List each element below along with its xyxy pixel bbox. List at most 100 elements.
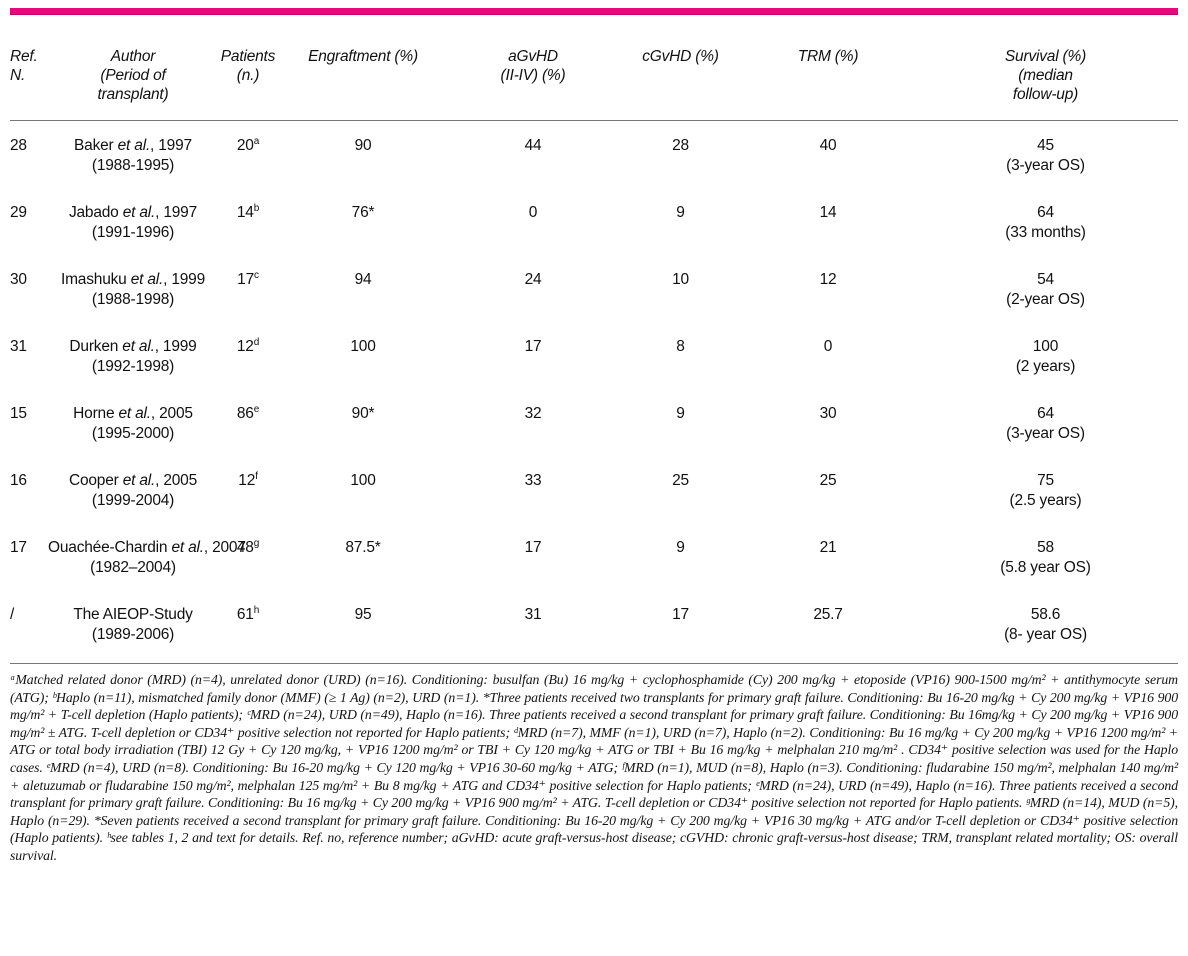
cgvhd-cell: 8 <box>676 338 685 355</box>
transplant-period: (1982–2004) <box>90 559 176 576</box>
author-name: The AIEOP-Study <box>73 606 193 623</box>
engraftment-cell: 90* <box>351 405 375 422</box>
footnote-marker: a <box>253 135 260 147</box>
transplant-period: (1992-1998) <box>91 358 175 375</box>
trm-cell: 0 <box>823 338 833 355</box>
trm-cell: 30 <box>819 405 837 422</box>
agvhd-cell: 44 <box>524 137 542 154</box>
engraftment-cell: 90 <box>354 137 372 154</box>
survival-cell: 64 (33 months) <box>913 188 1178 255</box>
followup: (5.8 year OS) <box>1000 559 1091 576</box>
footnote-marker: g <box>253 537 260 549</box>
header-agvhd: aGvHD (II-IV) (%) <box>448 39 618 121</box>
agvhd-cell: 17 <box>524 539 542 556</box>
footnote-marker: c <box>254 269 259 281</box>
table-row: 17 Ouachée-Chardin et al., 2007 (1982–20… <box>10 523 1178 590</box>
cgvhd-cell: 9 <box>676 539 685 556</box>
table-row: 15 Horne et al., 2005 (1995-2000) 86e 90… <box>10 389 1178 456</box>
footnote-marker: b <box>253 202 260 214</box>
cgvhd-cell: 17 <box>672 606 689 623</box>
author-name: Ouachée-Chardin et al., 2007 <box>48 539 246 556</box>
followup: (2-year OS) <box>1006 291 1085 308</box>
patients-cell: 12d <box>236 336 260 355</box>
cgvhd-cell: 28 <box>672 137 689 154</box>
survival-cell: 58 (5.8 year OS) <box>913 523 1178 590</box>
trm-cell: 25 <box>819 472 837 489</box>
header-row: Ref. N. Author (Period of transplant) Pa… <box>10 39 1178 121</box>
author-name: Jabado et al., 1997 <box>68 204 198 221</box>
patients-cell: 17c <box>237 269 259 288</box>
followup: (3-year OS) <box>1006 157 1085 174</box>
agvhd-cell: 0 <box>528 204 538 221</box>
trm-cell: 21 <box>819 539 837 556</box>
header-cgvhd: cGvHD (%) <box>618 39 743 121</box>
table-row: 29 Jabado et al., 1997 (1991-1996) 14b 7… <box>10 188 1178 255</box>
transplant-period: (1995-2000) <box>91 425 175 442</box>
agvhd-cell: 24 <box>524 271 542 288</box>
agvhd-cell: 17 <box>524 338 542 355</box>
header-author: Author (Period of transplant) <box>48 39 218 121</box>
header-engraftment: Engraftment (%) <box>278 39 448 121</box>
survival-cell: 75 (2.5 years) <box>913 456 1178 523</box>
author-name: Cooper et al., 2005 <box>68 472 198 489</box>
ref-number: 17 <box>10 539 27 556</box>
trm-cell: 12 <box>819 271 837 288</box>
ref-number: 28 <box>10 137 27 154</box>
patients-cell: 14b <box>236 202 260 221</box>
transplant-period: (1991-1996) <box>91 224 175 241</box>
footnote-marker: h <box>253 604 260 616</box>
author-cell: Jabado et al., 1997 (1991-1996) <box>48 188 218 255</box>
table-row: 28 Baker et al., 1997 (1988-1995) 20a 90… <box>10 121 1178 189</box>
accent-bar <box>10 8 1178 15</box>
author-name: Horne et al., 2005 <box>73 405 193 422</box>
engraftment-cell: 100 <box>350 472 376 489</box>
cgvhd-cell: 25 <box>672 472 689 489</box>
engraftment-cell: 87.5* <box>345 539 381 556</box>
trm-cell: 14 <box>819 204 837 221</box>
footnote-marker: d <box>253 336 260 348</box>
transplant-period: (1989-2006) <box>91 626 175 643</box>
table-footnote: ᵃMatched related donor (MRD) (n=4), unre… <box>10 672 1178 863</box>
followup: (3-year OS) <box>1006 425 1085 442</box>
trm-cell: 40 <box>819 137 837 154</box>
author-cell: Baker et al., 1997 (1988-1995) <box>48 121 218 189</box>
author-cell: The AIEOP-Study (1989-2006) <box>48 590 218 664</box>
survival-cell: 54 (2-year OS) <box>913 255 1178 322</box>
table-row: 30 Imashuku et al., 1999 (1988-1998) 17c… <box>10 255 1178 322</box>
survival-cell: 64 (3-year OS) <box>913 389 1178 456</box>
header-trm: TRM (%) <box>743 39 913 121</box>
patients-cell: 61h <box>236 604 260 623</box>
table-row: 31 Durken et al., 1999 (1992-1998) 12d 1… <box>10 322 1178 389</box>
ref-number: 30 <box>10 271 27 288</box>
engraftment-cell: 76* <box>351 204 375 221</box>
footnote-marker: f <box>255 470 258 482</box>
table-row: 16 Cooper et al., 2005 (1999-2004) 12f 1… <box>10 456 1178 523</box>
table-row: / The AIEOP-Study (1989-2006) 61h 95 31 … <box>10 590 1178 664</box>
author-cell: Imashuku et al., 1999 (1988-1998) <box>48 255 218 322</box>
author-name: Imashuku et al., 1999 <box>60 271 206 288</box>
author-name: Durken et al., 1999 <box>69 338 197 355</box>
author-cell: Horne et al., 2005 (1995-2000) <box>48 389 218 456</box>
agvhd-cell: 33 <box>524 472 542 489</box>
cgvhd-cell: 9 <box>676 405 685 422</box>
survival-cell: 45 (3-year OS) <box>913 121 1178 189</box>
ref-number: 15 <box>10 405 27 422</box>
followup: (33 months) <box>1005 224 1086 241</box>
patients-cell: 20a <box>236 135 260 154</box>
ref-number: / <box>10 606 15 623</box>
author-name: Baker et al., 1997 <box>74 137 192 154</box>
header-survival: Survival (%) (median follow-up) <box>913 39 1178 121</box>
journal-table-page: Ref. N. Author (Period of transplant) Pa… <box>10 8 1178 863</box>
trm-cell: 25.7 <box>813 606 843 623</box>
followup: (2 years) <box>1015 358 1076 375</box>
ref-number: 16 <box>10 472 27 489</box>
cgvhd-cell: 10 <box>672 271 689 288</box>
patients-cell: 86e <box>236 403 260 422</box>
patients-cell: 12f <box>238 470 258 489</box>
transplant-period: (1988-1998) <box>91 291 175 308</box>
author-cell: Cooper et al., 2005 (1999-2004) <box>48 456 218 523</box>
engraftment-cell: 94 <box>354 271 372 288</box>
results-table: Ref. N. Author (Period of transplant) Pa… <box>10 39 1178 664</box>
engraftment-cell: 95 <box>354 606 372 623</box>
engraftment-cell: 100 <box>350 338 376 355</box>
